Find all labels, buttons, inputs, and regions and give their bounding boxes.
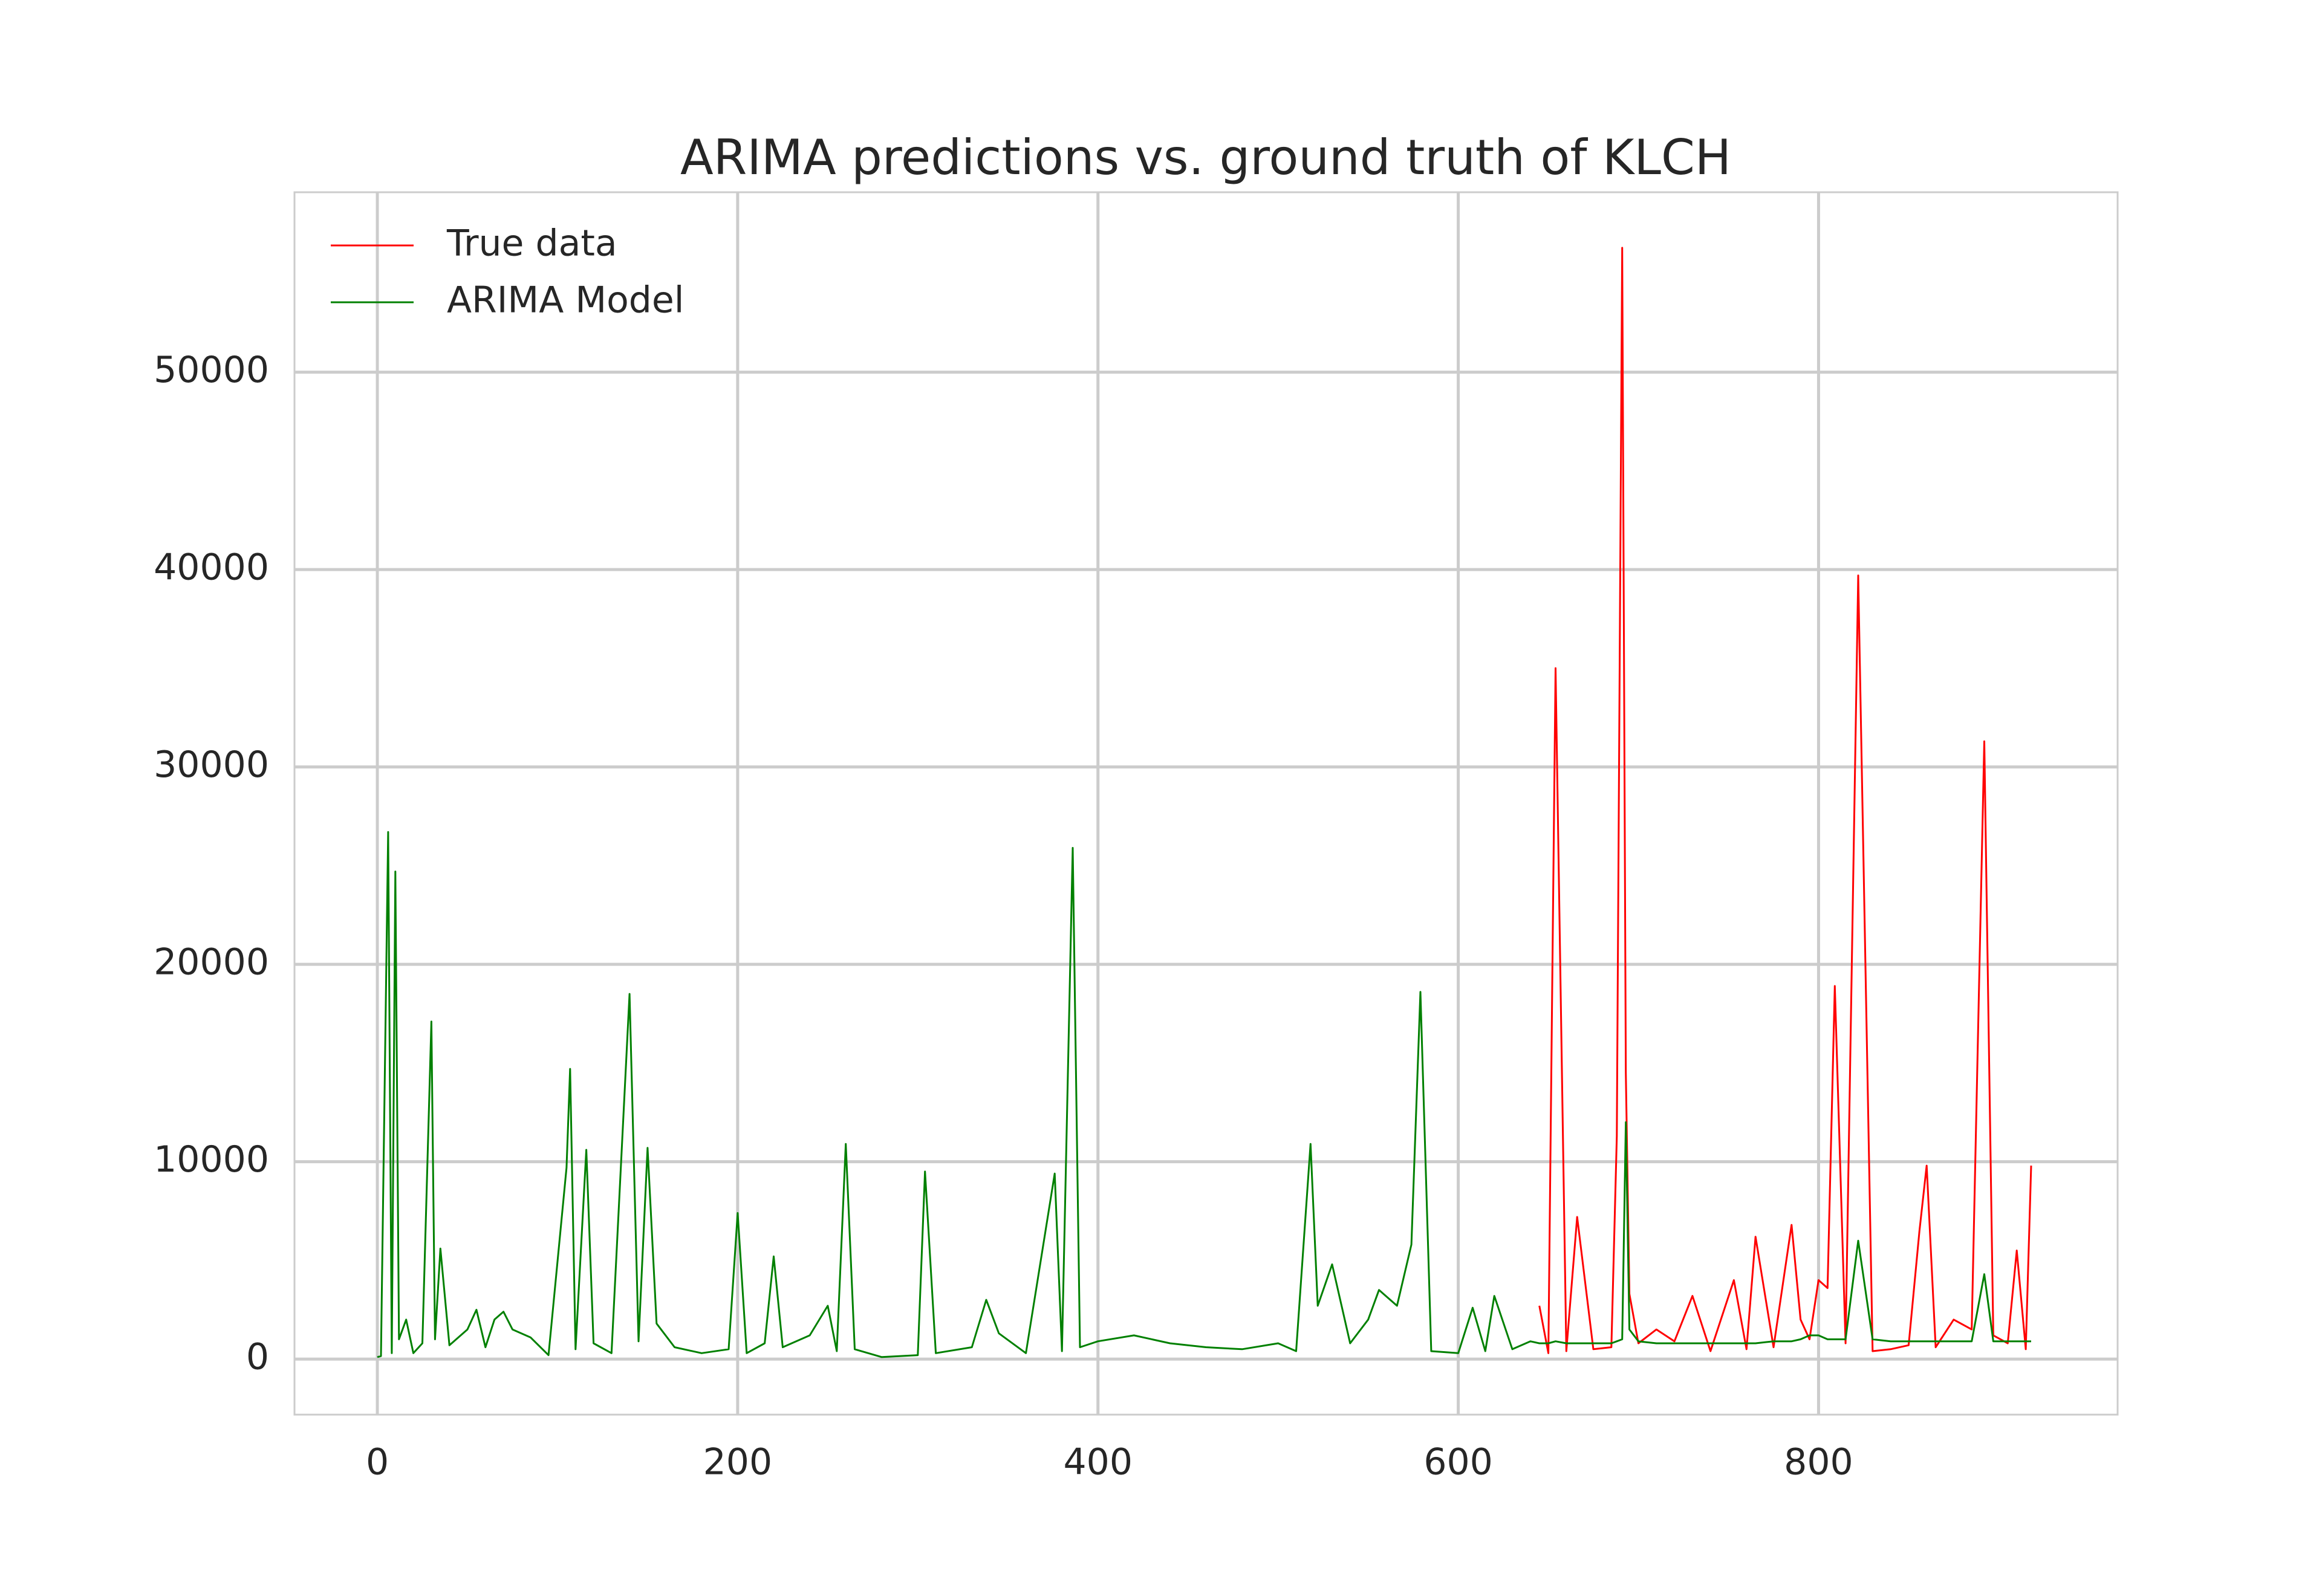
y-tick-label: 50000: [154, 349, 269, 391]
x-tick-label: 200: [703, 1441, 773, 1484]
y-tick-label: 40000: [154, 547, 269, 589]
legend-label: True data: [446, 222, 617, 265]
x-tick-label: 0: [366, 1441, 389, 1484]
x-tick-label: 400: [1063, 1441, 1133, 1484]
x-tick-label: 800: [1784, 1441, 1853, 1484]
y-tick-label: 30000: [154, 744, 269, 786]
x-tick-label: 600: [1423, 1441, 1493, 1484]
chart-title: ARIMA predictions vs. ground truth of KL…: [680, 129, 1731, 186]
y-tick-label: 0: [246, 1336, 269, 1378]
legend-label: ARIMA Model: [447, 279, 684, 322]
y-tick-label: 20000: [154, 941, 269, 984]
y-tick-label: 10000: [154, 1138, 269, 1181]
data-line: [377, 831, 2031, 1358]
data-line: [1538, 247, 2032, 1354]
plot-frame: [293, 191, 2119, 1416]
